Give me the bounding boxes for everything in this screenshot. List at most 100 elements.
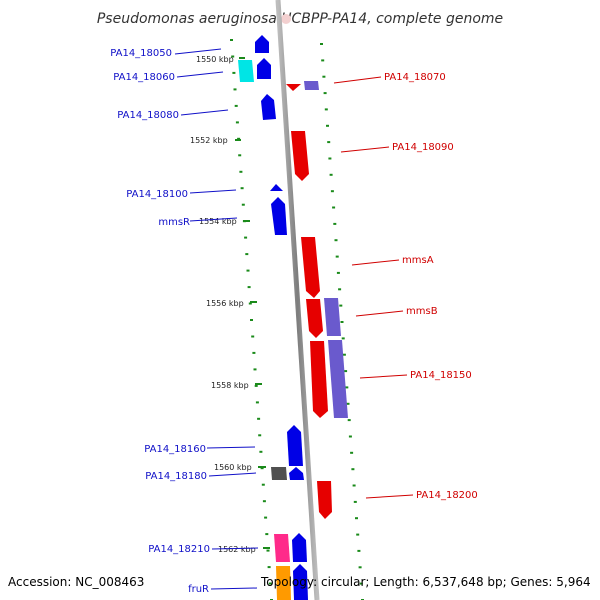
gene-arrow-pa14-18160[interactable] [287,425,303,466]
gene-arrow-pa14-18200[interactable] [317,481,332,519]
right-track-dot [345,386,349,389]
gene-arrow-pa14-18180-blue[interactable] [289,467,304,480]
right-track-dot [359,582,363,585]
left-track-dot [231,55,235,58]
gene-arrow-frur-blue[interactable] [293,564,308,600]
left-track-dot [241,203,245,206]
gene-label-pa14-18200[interactable]: PA14_18200 [416,490,478,501]
right-track-dot [344,370,348,373]
right-track-dot [336,271,340,274]
gene-box-pa14-18060-cyan[interactable] [238,60,254,82]
gene-arrow-pa14-18150-red[interactable] [310,341,328,418]
right-track-dot [347,419,351,422]
left-track-dot [238,154,242,157]
gene-box-pa14-18210-pink[interactable] [274,534,290,562]
right-track-dot [328,157,332,160]
tick-marks [235,57,270,549]
gene-label-pa14-18210[interactable]: PA14_18210 [148,544,210,555]
left-track-dot [230,39,233,41]
gene-label-pa14-18050[interactable]: PA14_18050 [110,48,172,59]
left-track-dot [261,483,265,486]
tick-label-1558: 1558 kbp [211,381,249,390]
map-title: Pseudomonas aeruginosa UCBPP-PA14, compl… [97,11,503,27]
tick-label-1550: 1550 kbp [196,55,234,64]
gene-label-mmsr[interactable]: mmsR [158,217,190,228]
gene-label-pa14-18080[interactable]: PA14_18080 [117,110,179,121]
right-track-dot [327,141,331,144]
right-track-dot [350,451,354,454]
right-track-dot [332,206,336,209]
gene-label-pa14-18070[interactable]: PA14_18070 [384,72,446,83]
gene-arrow-pa14-18050[interactable] [255,35,269,53]
genome-axis [275,0,320,600]
gene-label-pa14-18180[interactable]: PA14_18180 [145,471,207,482]
gene-arrow-mmsr[interactable] [271,197,287,235]
left-track-dot [268,582,272,585]
left-track-dot [245,253,249,256]
left-track-dot [255,401,259,404]
left-dotted-track [230,39,273,600]
left-track-dot [240,187,244,190]
left-track-dot [251,335,255,338]
left-track-dot [233,88,237,91]
gene-label-mmsb[interactable]: mmsB [406,306,438,317]
left-track-dot [259,450,263,453]
left-track-dot [248,302,252,305]
gene-label-mmsa[interactable]: mmsA [402,255,434,266]
right-track-dot [348,435,352,438]
tick-label-1552: 1552 kbp [190,136,228,145]
right-track-dot [320,43,323,45]
right-track-dot [330,190,334,193]
right-track-dot [329,173,333,176]
gene-arrow-mmsa[interactable] [301,237,320,298]
right-track-dot [342,353,346,356]
left-track-dot [253,368,257,371]
right-track-dot [353,500,357,503]
right-track-dot [355,517,358,520]
left-track-dot [234,104,238,107]
top-marker [281,14,291,24]
gene-box-pa14-18150-slate[interactable] [328,340,348,418]
gene-arrow-mmsb-red[interactable] [306,299,323,338]
left-track-dot [257,417,261,420]
left-track-dot [232,71,236,74]
footer-summary: Topology: circular; Length: 6,537,648 bp… [260,575,591,589]
gene-label-pa14-18150[interactable]: PA14_18150 [410,370,472,381]
footer-accession: Accession: NC_008463 [8,575,144,589]
gene-arrow-pa14-18100[interactable] [270,184,283,191]
right-track-dot [356,533,360,536]
right-track-dot [333,222,337,225]
left-track-dot [237,137,241,140]
gene-label-frur[interactable]: fruR [188,584,209,595]
left-track-dot [266,549,270,552]
gene-arrow-pa14-18060-blue[interactable] [257,58,271,79]
right-features [286,81,348,519]
gene-arrow-pa14-18070-red[interactable] [286,84,301,91]
gene-box-pa14-18070-slate[interactable] [304,81,319,90]
gene-box-frur-orange[interactable] [276,566,291,600]
right-track-dot [321,59,325,62]
gene-label-pa14-18060[interactable]: PA14_18060 [113,72,175,83]
gene-label-pa14-18100[interactable]: PA14_18100 [126,189,188,200]
gene-label-pa14-18090[interactable]: PA14_18090 [392,142,454,153]
tick-label-1562: 1562 kbp [218,545,256,554]
right-track-dot [346,402,350,405]
right-track-dot [324,108,328,111]
gene-arrow-pa14-18090[interactable] [291,131,309,181]
left-track-dot [267,566,271,569]
left-track-dot [250,319,253,321]
gene-label-pa14-18160[interactable]: PA14_18160 [144,444,206,455]
right-track-dot [357,549,361,552]
tick-label-1554: 1554 kbp [199,217,237,226]
right-track-dot [340,321,344,323]
gene-box-mmsb-slate[interactable] [324,298,341,336]
left-track-dot [235,121,239,124]
gene-box-pa14-18180-gray[interactable] [271,467,287,480]
right-track-dot [352,484,356,487]
left-track-dot [262,500,266,503]
right-leader-lines [333,76,414,499]
left-features [238,35,308,600]
left-track-dot [246,269,250,272]
gene-arrow-pa14-18210-blue[interactable] [292,533,307,562]
gene-arrow-pa14-18080[interactable] [261,94,276,120]
